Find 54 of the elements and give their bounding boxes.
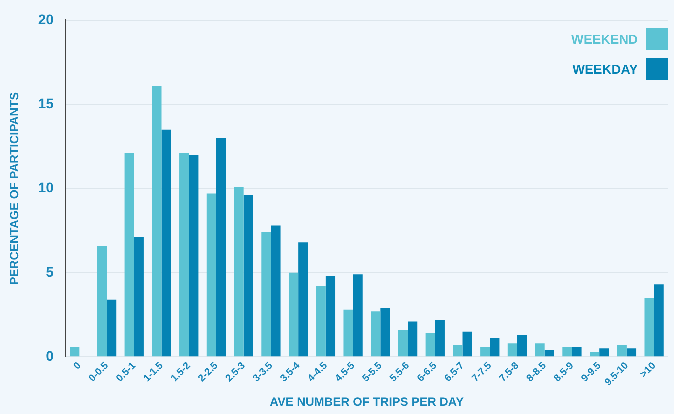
bar <box>344 310 354 357</box>
bar <box>97 246 108 357</box>
bar <box>216 138 226 357</box>
bar <box>480 346 490 357</box>
x-axis-title: AVE NUMBER OF TRIPS PER DAY <box>270 395 464 410</box>
bar <box>600 348 610 357</box>
bar <box>626 348 637 357</box>
bar <box>70 346 80 357</box>
x-tick-label: 0 <box>72 360 84 372</box>
bar <box>654 284 664 357</box>
bar <box>544 350 554 357</box>
legend-label: WEEKEND <box>572 32 638 47</box>
bar <box>435 320 445 357</box>
bar <box>288 272 299 357</box>
bar <box>380 308 390 357</box>
bar <box>316 286 326 357</box>
y-axis-title: PERCENTAGE OF PARTICIPANTS <box>8 92 22 286</box>
bar <box>590 352 600 357</box>
bar <box>262 232 272 357</box>
bar <box>371 312 381 357</box>
bar <box>535 344 545 357</box>
bar <box>408 322 418 357</box>
y-tick-label: 5 <box>46 264 54 280</box>
legend-label: WEEKDAY <box>572 62 638 77</box>
y-tick-label: 20 <box>38 11 54 28</box>
bar <box>180 153 190 357</box>
bar <box>398 330 408 357</box>
bar <box>572 346 582 357</box>
bar <box>244 195 254 357</box>
bar <box>644 298 654 357</box>
bar <box>326 276 336 357</box>
bar <box>508 344 518 357</box>
bar <box>490 338 500 357</box>
bar <box>124 153 134 357</box>
bar <box>134 238 144 357</box>
y-tick-label: 15 <box>38 95 54 112</box>
bar <box>271 226 281 357</box>
bar <box>353 274 363 357</box>
bar <box>298 242 308 357</box>
y-tick-label: 10 <box>38 180 54 196</box>
x-tick-label: >10 <box>638 360 659 380</box>
bar <box>562 346 572 357</box>
bar <box>234 187 244 357</box>
bar <box>162 130 172 357</box>
bar <box>107 300 117 357</box>
y-tick-label: 0 <box>46 348 54 364</box>
bar <box>189 155 199 357</box>
bar <box>462 332 472 357</box>
bar <box>453 345 463 357</box>
bar <box>206 194 216 357</box>
bar <box>426 334 436 357</box>
bar <box>517 335 528 357</box>
bar <box>152 86 162 357</box>
bar <box>617 345 627 357</box>
